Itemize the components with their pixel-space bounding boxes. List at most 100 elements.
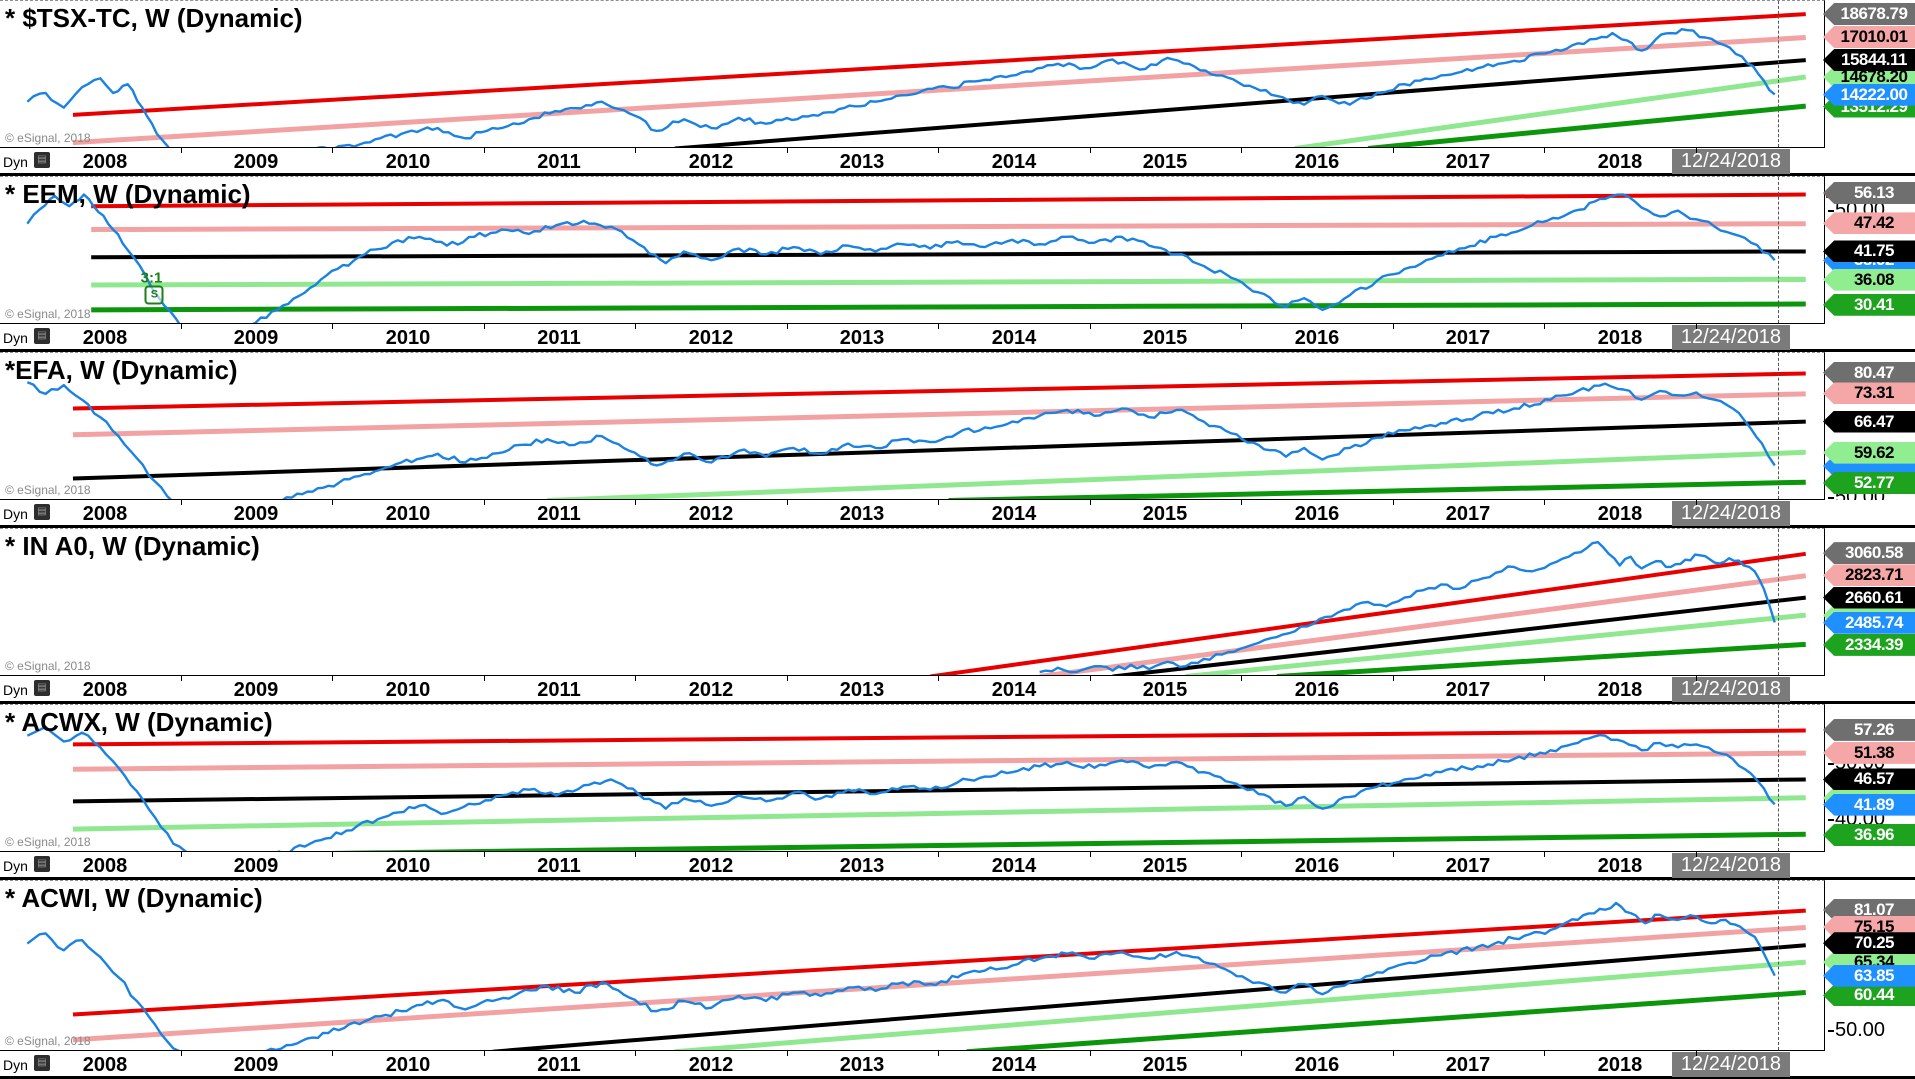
trendline-black[interactable] [73, 422, 1806, 479]
trendline-black[interactable] [1113, 598, 1806, 675]
trendline-black[interactable] [492, 945, 1805, 1050]
price-tag-gray: 57.26 [1823, 718, 1915, 741]
trendline-lightgreen[interactable] [1295, 77, 1806, 147]
trendline-darkgreen[interactable] [967, 993, 1806, 1050]
price-scale-margin[interactable]: 50.00 59.62 52.77 80.47 73.31 66.47 [1823, 352, 1915, 508]
split-ratio-label: 3:1 [140, 269, 163, 287]
trendline-red[interactable] [73, 911, 1806, 1015]
dyn-label: Dyn [3, 330, 28, 346]
trendline-lightgreen[interactable] [91, 279, 1806, 285]
price-line[interactable] [27, 382, 1774, 499]
chart-plot[interactable]: * $TSX-TC, W (Dynamic) © eSignal, 2018 [0, 0, 1825, 148]
trendline-black[interactable] [73, 779, 1806, 801]
trendline-darkgreen[interactable] [1368, 106, 1806, 147]
trendline-red[interactable] [930, 554, 1806, 675]
last-date-label: 12/24/2018 [1671, 501, 1790, 526]
trendline-lightgreen[interactable] [1186, 615, 1806, 675]
axis-tick [635, 324, 636, 329]
trendline-darkgreen[interactable] [73, 834, 1806, 851]
dyn-lock-icon[interactable]: ▤ [34, 504, 50, 520]
esignal-watermark: © eSignal, 2018 [5, 483, 91, 497]
trendline-black[interactable] [91, 251, 1806, 257]
time-axis[interactable]: Dyn ▤ 12/24/2018 2008 2009 2010 2011 2012 201… [0, 1051, 1915, 1079]
axis-year-2018: 2018 [1597, 679, 1643, 701]
price-scale-margin[interactable]: 50.00 65.34 60.44 63.85 81.07 75.15 70.25 [1823, 880, 1915, 1051]
time-axis[interactable]: Dyn ▤ 12/24/2018 2008 2009 2010 2011 2012 201… [0, 148, 1915, 176]
trendline-darkgreen[interactable] [1277, 644, 1806, 675]
price-tag-gray: 81.07 [1823, 898, 1915, 921]
chart-plot[interactable]: * IN A0, W (Dynamic) © eSignal, 2018 [0, 528, 1825, 676]
price-line[interactable] [27, 29, 1774, 147]
axis-year-2009: 2009 [233, 1054, 279, 1076]
price-tag-lightgreen: 36.08 [1823, 268, 1915, 291]
price-tag-blue: 14222.00 [1823, 83, 1915, 106]
axis-year-2012: 2012 [688, 503, 734, 525]
trendline-darkgreen[interactable] [91, 304, 1806, 310]
axis-tick [332, 1051, 333, 1056]
chart-plot[interactable]: * ACWX, W (Dynamic) © eSignal, 2018 [0, 704, 1825, 852]
price-tag-pink: 47.42 [1823, 212, 1915, 235]
trendline-darkgreen[interactable] [948, 482, 1805, 499]
trendline-red[interactable] [73, 373, 1806, 408]
axis-year-2010: 2010 [385, 679, 431, 701]
price-line[interactable] [27, 727, 1774, 851]
dyn-lock-icon[interactable]: ▤ [34, 856, 50, 872]
chart-plot[interactable]: * ACWI, W (Dynamic) © eSignal, 2018 [0, 880, 1825, 1051]
dyn-lock-icon[interactable]: ▤ [34, 680, 50, 696]
last-bar-dashed-line [1778, 177, 1779, 323]
axis-tick [181, 852, 182, 857]
trendline-pink[interactable] [91, 224, 1806, 230]
axis-tick [1393, 1051, 1394, 1056]
axis-tick [1544, 1051, 1545, 1056]
axis-tick [635, 676, 636, 681]
chart-plot[interactable]: * EEM, W (Dynamic) © eSignal, 2018 3:1 S [0, 176, 1825, 324]
trendline-pink[interactable] [1040, 576, 1806, 675]
axis-year-2014: 2014 [991, 503, 1037, 525]
price-tag-black: 15844.11 [1823, 48, 1915, 71]
axis-tick [484, 852, 485, 857]
trendline-lightgreen[interactable] [675, 962, 1806, 1050]
trendline-pink[interactable] [73, 394, 1806, 435]
trendline-red[interactable] [91, 195, 1806, 207]
trendline-lightgreen[interactable] [547, 452, 1806, 499]
axis-tick [1696, 500, 1697, 505]
axis-year-2012: 2012 [688, 151, 734, 173]
price-tag-gray: 3060.58 [1823, 542, 1915, 565]
chart-plot[interactable]: *EFA, W (Dynamic) © eSignal, 2018 [0, 352, 1825, 500]
axis-tick [1696, 324, 1697, 329]
time-axis[interactable]: Dyn ▤ 12/24/2018 2008 2009 2010 2011 2012 201… [0, 500, 1915, 528]
trendline-pink[interactable] [73, 753, 1806, 769]
trendline-lightgreen[interactable] [73, 798, 1806, 829]
axis-tick [787, 676, 788, 681]
price-line[interactable] [27, 903, 1774, 1050]
axis-year-2009: 2009 [233, 855, 279, 877]
axis-year-2008: 2008 [82, 151, 128, 173]
price-line[interactable] [27, 195, 1774, 323]
price-scale-margin[interactable]: 2334.39 2485.74 3060.58 2823.71 2660.61 [1823, 528, 1915, 676]
price-line[interactable] [1040, 542, 1775, 672]
time-axis[interactable]: Dyn ▤ 12/24/2018 2008 2009 2010 2011 2012 201… [0, 676, 1915, 704]
axis-tick [787, 1051, 788, 1056]
price-scale-margin[interactable]: 14678.20 13512.29 14222.00 18678.79 17010.01… [1823, 0, 1915, 148]
axis-tick [1393, 500, 1394, 505]
trendline-red[interactable] [73, 14, 1806, 115]
trendline-pink[interactable] [73, 38, 1806, 143]
dyn-lock-icon[interactable]: ▤ [34, 152, 50, 168]
time-axis[interactable]: Dyn ▤ 12/24/2018 2008 2009 2010 2011 2012 201… [0, 324, 1915, 352]
axis-tick [1393, 676, 1394, 681]
esignal-watermark: © eSignal, 2018 [5, 659, 91, 673]
axis-year-2014: 2014 [991, 679, 1037, 701]
trendline-red[interactable] [73, 731, 1806, 745]
trendline-black[interactable] [675, 60, 1806, 147]
dyn-lock-icon[interactable]: ▤ [34, 328, 50, 344]
axis-tick [938, 324, 939, 329]
axis-year-2009: 2009 [233, 503, 279, 525]
time-axis[interactable]: Dyn ▤ 12/24/2018 2008 2009 2010 2011 2012 201… [0, 852, 1915, 880]
axis-year-2010: 2010 [385, 855, 431, 877]
axis-tick [484, 500, 485, 505]
dyn-lock-icon[interactable]: ▤ [34, 1055, 50, 1071]
axis-year-2012: 2012 [688, 1054, 734, 1076]
split-bubble-icon[interactable]: S [144, 285, 164, 305]
